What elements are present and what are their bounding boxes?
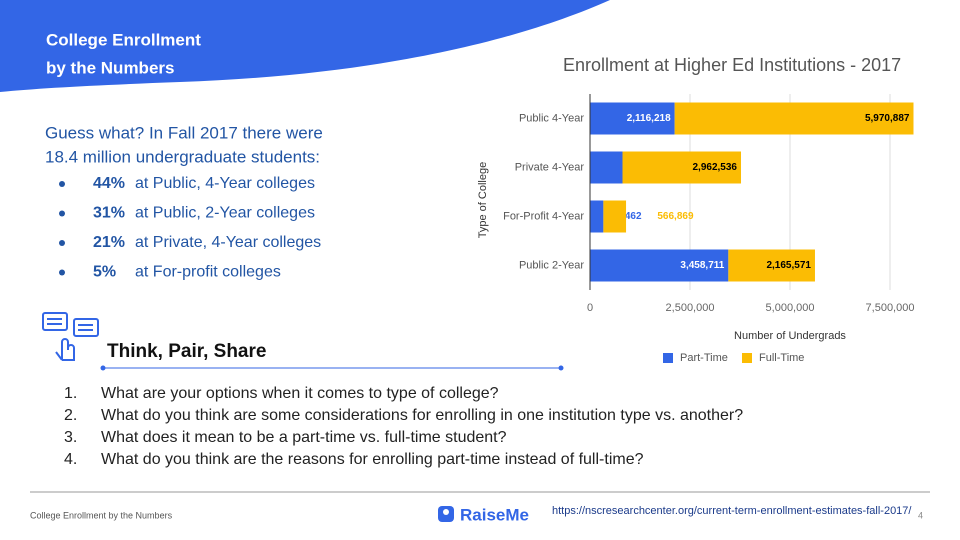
value-label: 2,165,571: [766, 260, 811, 271]
bullet-text: at For-profit colleges: [135, 264, 281, 281]
bullet-text: at Private, 4-Year colleges: [135, 234, 321, 251]
section-heading: Think, Pair, Share: [107, 341, 266, 362]
question-number: 1.: [64, 385, 77, 402]
y-tick-label: Public 4-Year: [519, 112, 584, 124]
intro-text: Guess what? In Fall 2017 there were: [45, 123, 323, 142]
legend-swatch: [742, 353, 752, 363]
footer-text: College Enrollment by the Numbers: [30, 510, 173, 520]
bullet-dot: [59, 269, 65, 276]
x-tick-label: 2,500,000: [666, 302, 715, 314]
bar: [674, 102, 914, 135]
header-wave: [0, 0, 610, 92]
value-label: 566,869: [657, 211, 694, 222]
value-label: 2,116,218: [627, 113, 671, 124]
bar: [603, 200, 627, 233]
legend-label: Full-Time: [759, 352, 804, 364]
bar: [590, 151, 623, 184]
source-link: https://nscresearchcenter.org/current-te…: [552, 505, 912, 517]
y-tick-label: Public 2-Year: [519, 259, 584, 271]
x-axis-title: Number of Undergrads: [734, 330, 846, 342]
y-tick-label: Private 4-Year: [515, 161, 585, 173]
bullet-dot: [59, 181, 65, 187]
intro-text: 18.4 million undergraduate students:: [45, 147, 320, 166]
bullet-pct: 44%: [93, 175, 125, 192]
question-number: 3.: [64, 429, 77, 446]
divider-dot: [558, 365, 564, 371]
y-axis-title: Type of College: [477, 162, 489, 238]
slide-title: College Enrollment: [46, 30, 201, 49]
value-label: 5,970,887: [865, 113, 910, 124]
bullet-pct: 31%: [93, 205, 125, 222]
bullet-dot: [59, 240, 65, 246]
brand-logo: [438, 506, 454, 522]
value-label: 3,458,711: [680, 260, 724, 271]
question-text: What are your options when it comes to t…: [101, 385, 499, 402]
brand-name: RaiseMe: [460, 505, 529, 524]
question-number: 4.: [64, 451, 77, 468]
legend-swatch: [663, 353, 673, 363]
bar: [590, 102, 675, 135]
x-tick-label: 0: [587, 302, 593, 314]
bar: [590, 200, 604, 233]
question-text: What do you think are the reasons for en…: [101, 451, 644, 468]
bar: [622, 151, 742, 184]
bullet-dot: [59, 210, 65, 217]
bullet-pct: 21%: [93, 234, 125, 251]
x-tick-label: 7,500,000: [866, 302, 915, 314]
slide-title: by the Numbers: [46, 58, 174, 77]
bullet-pct: 5%: [93, 264, 116, 281]
question-text: What does it mean to be a part-time vs. …: [101, 429, 507, 446]
page-number: 4: [918, 510, 923, 520]
chart-title: Enrollment at Higher Ed Institutions - 2…: [563, 55, 901, 75]
bullet-text: at Public, 2-Year colleges: [135, 205, 315, 222]
bar: [590, 249, 729, 282]
bullet-text: at Public, 4-Year colleges: [135, 175, 315, 192]
legend-label: Part-Time: [680, 352, 728, 364]
divider-dot: [100, 365, 106, 371]
question-text: What do you think are some consideration…: [101, 407, 743, 424]
discussion-icon: [42, 312, 99, 361]
x-tick-label: 5,000,000: [766, 302, 815, 314]
y-tick-label: For-Profit 4-Year: [503, 210, 584, 222]
question-number: 2.: [64, 407, 77, 424]
bar: [728, 249, 815, 282]
value-label: 2,962,536: [693, 162, 738, 173]
